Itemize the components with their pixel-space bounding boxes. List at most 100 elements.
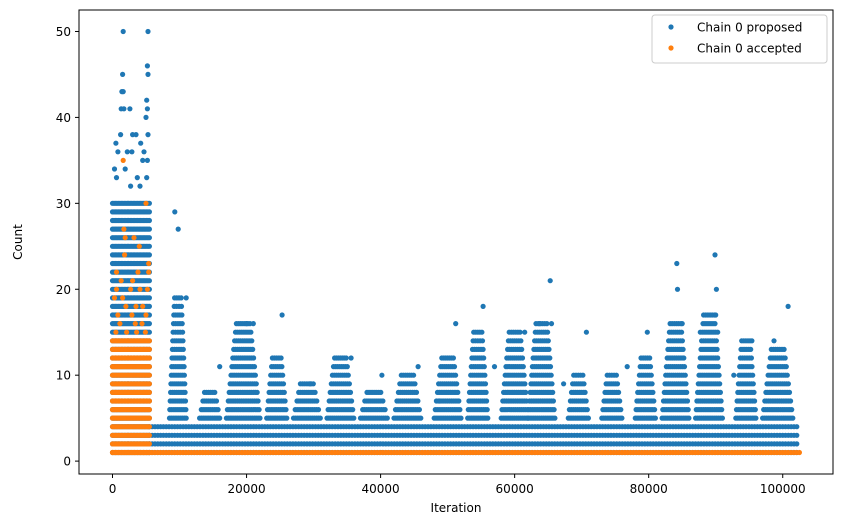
proposed-point xyxy=(752,407,758,413)
proposed-point xyxy=(712,321,718,327)
proposed-point xyxy=(121,106,127,112)
y-tick-label: 50 xyxy=(56,25,71,39)
proposed-point xyxy=(549,381,555,387)
proposed-point xyxy=(536,321,543,327)
accepted-point xyxy=(146,372,152,378)
proposed-point xyxy=(713,338,720,344)
proposed-point xyxy=(519,346,525,352)
proposed-point xyxy=(644,329,650,335)
accepted-point xyxy=(140,303,146,309)
proposed-point xyxy=(455,389,461,395)
proposed-point xyxy=(215,407,221,413)
proposed-point xyxy=(315,407,322,413)
accepted-point xyxy=(146,389,152,395)
proposed-point xyxy=(244,321,250,327)
proposed-point xyxy=(480,303,486,309)
proposed-point xyxy=(714,346,720,352)
proposed-point xyxy=(748,346,754,352)
proposed-point xyxy=(280,381,287,387)
proposed-point xyxy=(715,329,721,335)
accepted-point xyxy=(115,312,121,318)
accepted-point xyxy=(146,269,152,275)
accepted-point xyxy=(146,398,152,404)
legend-box xyxy=(651,14,828,64)
proposed-point xyxy=(550,389,556,395)
accepted-point xyxy=(121,226,127,232)
proposed-point xyxy=(713,286,720,292)
proposed-point xyxy=(146,252,152,258)
proposed-point xyxy=(749,338,755,344)
proposed-point xyxy=(479,338,486,344)
proposed-point xyxy=(785,381,792,387)
proposed-point xyxy=(752,398,758,404)
proposed-point xyxy=(624,364,630,370)
accepted-point xyxy=(146,407,152,413)
accepted-point xyxy=(146,346,152,352)
proposed-point xyxy=(144,157,150,163)
proposed-point xyxy=(680,346,686,352)
proposed-point xyxy=(113,175,120,181)
proposed-point xyxy=(124,149,130,155)
proposed-point xyxy=(718,398,724,404)
proposed-point xyxy=(254,389,260,395)
proposed-point xyxy=(749,364,755,370)
proposed-point xyxy=(547,355,553,361)
proposed-point xyxy=(279,364,285,370)
proposed-point xyxy=(786,389,793,395)
accepted-point xyxy=(146,441,152,447)
proposed-point xyxy=(144,106,150,112)
accepted-point xyxy=(130,278,136,284)
proposed-point xyxy=(145,132,151,138)
accepted-point xyxy=(123,303,129,309)
proposed-point xyxy=(522,381,528,387)
accepted-point xyxy=(132,321,138,327)
proposed-point xyxy=(344,364,350,370)
legend: Chain 0 proposed Chain 0 accepted xyxy=(651,14,828,64)
proposed-point xyxy=(183,407,189,413)
proposed-point xyxy=(146,209,152,215)
proposed-point xyxy=(146,243,152,249)
proposed-point xyxy=(350,407,356,413)
proposed-point xyxy=(552,415,558,421)
x-axis: 0 20000 40000 60000 80000 100000 xyxy=(109,474,806,496)
proposed-point xyxy=(178,295,184,301)
proposed-point xyxy=(212,389,218,395)
proposed-point xyxy=(180,329,186,335)
proposed-point xyxy=(456,398,462,404)
proposed-point xyxy=(783,364,789,370)
proposed-point xyxy=(788,398,794,404)
proposed-point xyxy=(346,381,352,387)
proposed-point xyxy=(518,338,524,344)
proposed-point xyxy=(253,381,259,387)
proposed-point xyxy=(137,183,143,189)
proposed-point xyxy=(652,415,659,421)
proposed-point xyxy=(651,398,657,404)
proposed-point xyxy=(144,175,150,181)
proposed-point xyxy=(484,407,490,413)
proposed-point xyxy=(619,415,625,421)
proposed-point xyxy=(674,260,680,267)
accepted-point xyxy=(113,269,120,275)
proposed-point xyxy=(520,364,526,370)
legend-marker-accepted xyxy=(668,45,674,51)
proposed-point xyxy=(129,149,135,155)
proposed-point xyxy=(281,389,287,395)
proposed-point xyxy=(437,398,443,404)
series-accepted xyxy=(109,157,803,456)
proposed-point xyxy=(717,381,723,387)
proposed-point xyxy=(519,355,526,361)
accepted-point xyxy=(118,278,124,284)
proposed-point xyxy=(750,372,756,378)
proposed-point xyxy=(183,415,189,421)
proposed-point xyxy=(546,346,552,352)
proposed-point xyxy=(217,415,223,421)
accepted-point xyxy=(146,260,152,267)
accepted-point xyxy=(146,415,152,421)
proposed-point xyxy=(582,389,588,395)
proposed-point xyxy=(284,415,290,421)
accepted-point xyxy=(146,364,152,370)
proposed-point xyxy=(545,338,551,344)
proposed-point xyxy=(481,364,487,370)
proposed-point xyxy=(548,321,555,327)
proposed-point xyxy=(681,355,687,361)
